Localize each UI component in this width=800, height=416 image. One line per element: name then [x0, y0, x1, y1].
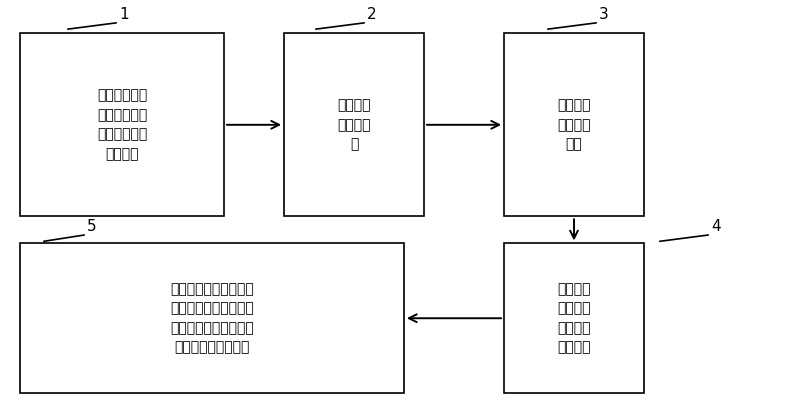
Bar: [20, 33, 224, 216]
Bar: [20, 243, 404, 393]
Text: 调整光学
积分器处
于球差极
小值状态: 调整光学 积分器处 于球差极 小值状态: [558, 282, 590, 354]
Text: 选择光学
系统离轴
角: 选择光学 系统离轴 角: [338, 98, 370, 151]
Text: 对球面准直反射镜的光
学参数进行优化，在光
轴上对球面准直反射镜
的几何位置进行微调: 对球面准直反射镜的光 学参数进行优化，在光 轴上对球面准直反射镜 的几何位置进行…: [170, 282, 254, 354]
Bar: [504, 33, 644, 216]
Text: 建立离轴反射
准直型太阳模
拟器光学系统
结构模型: 建立离轴反射 准直型太阳模 拟器光学系统 结构模型: [97, 89, 147, 161]
Text: 2: 2: [367, 7, 377, 22]
Bar: [284, 33, 424, 216]
Text: 1: 1: [119, 7, 129, 22]
Text: 5: 5: [87, 219, 97, 234]
Bar: [504, 243, 644, 393]
Text: 3: 3: [599, 7, 609, 22]
Text: 4: 4: [711, 219, 721, 234]
Text: 调整光学
系统相对
孔径: 调整光学 系统相对 孔径: [558, 98, 590, 151]
